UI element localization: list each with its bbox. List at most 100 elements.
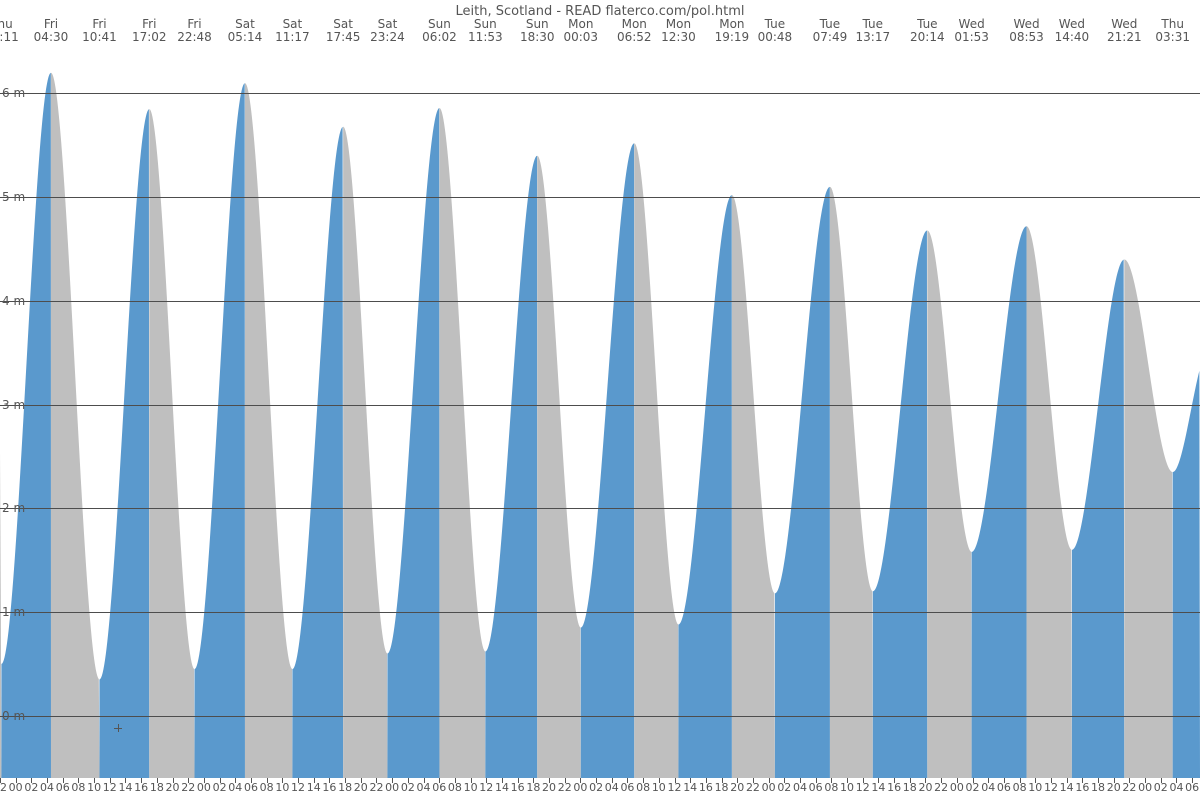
x-tick-label: 18 [903,781,917,794]
x-tick-label: 12 [479,781,493,794]
y-tick-label: 3 m [2,398,25,412]
tide-segment [195,83,245,778]
x-tick-label: 14 [495,781,509,794]
x-tick-label: 16 [887,781,901,794]
tide-segment [927,230,971,778]
x-tick-label: 16 [134,781,148,794]
gridline [0,508,1200,509]
x-tick-label: 02 [966,781,980,794]
x-tick-label: 22 [934,781,948,794]
x-tick-label: 18 [526,781,540,794]
x-tick-label: 06 [997,781,1011,794]
x-tick-label: 02 [401,781,415,794]
tide-segment [485,156,537,778]
x-tick-label: 20 [918,781,932,794]
tide-segment [439,108,485,778]
tide-segment [1173,371,1200,778]
x-tick-label: 00 [950,781,964,794]
tide-segment [387,108,439,778]
x-tick-label: 02 [213,781,227,794]
x-tick-label: 16 [322,781,336,794]
x-tick-label: 12 [103,781,117,794]
tide-segment [292,127,343,778]
y-tick-label: 5 m [2,190,25,204]
x-tick-label: 06 [244,781,258,794]
x-tick-label: 04 [793,781,807,794]
gridline [0,301,1200,302]
x-tick-label: 16 [511,781,525,794]
x-tick-label: 22 [369,781,383,794]
gridline [0,93,1200,94]
x-tick-label: 04 [40,781,54,794]
x-tick-label: 22 [0,781,7,794]
tide-segment [149,109,194,778]
tide-chart: Leith, Scotland - READ flaterco.com/pol.… [0,0,1200,800]
tide-segment [343,127,387,778]
tide-segment [1027,226,1072,778]
x-tick-label: 22 [1122,781,1136,794]
x-tick-label: 12 [856,781,870,794]
x-tick-label: 06 [56,781,70,794]
x-tick-label: 00 [1138,781,1152,794]
tide-segment [51,73,99,778]
x-tick-label: 02 [24,781,38,794]
tide-segment [581,143,634,778]
tide-segment [830,187,873,778]
y-tick-label: 6 m [2,86,25,100]
x-tick-label: 12 [668,781,682,794]
tide-segment [99,109,149,778]
y-tick-label: 1 m [2,605,25,619]
x-tick-label: 04 [981,781,995,794]
x-tick-label: 00 [385,781,399,794]
x-tick-label: 14 [118,781,132,794]
x-tick-label: 10 [275,781,289,794]
x-tick-label: 04 [417,781,431,794]
x-tick-label: 20 [542,781,556,794]
tide-segment [1124,259,1172,778]
x-tick-label: 20 [1107,781,1121,794]
tide-segment [678,195,731,778]
x-tick-label: 06 [432,781,446,794]
x-tick-label: 00 [762,781,776,794]
x-tick-label: 06 [620,781,634,794]
x-tick-label: 08 [1013,781,1027,794]
x-tick-label: 08 [636,781,650,794]
gridline [0,612,1200,613]
x-tick-label: 18 [338,781,352,794]
x-tick-label: 20 [354,781,368,794]
x-tick-label: 08 [448,781,462,794]
tide-segment [972,226,1027,778]
x-tick-label: 22 [746,781,760,794]
x-tick-label: 04 [228,781,242,794]
x-tick-label: 16 [699,781,713,794]
x-tick-label: 22 [181,781,195,794]
y-tick-label: 2 m [2,501,25,515]
x-tick-label: 02 [589,781,603,794]
x-tick-label: 12 [1044,781,1058,794]
x-tick-label: 10 [1028,781,1042,794]
x-tick-label: 18 [150,781,164,794]
x-tick-label: 06 [809,781,823,794]
y-tick-label: 4 m [2,294,25,308]
tide-segment [634,143,678,778]
crosshair [118,724,119,732]
x-tick-label: 04 [605,781,619,794]
x-tick-label: 18 [1091,781,1105,794]
tide-segment [732,195,775,778]
x-tick-label: 06 [1185,781,1199,794]
gridline [0,197,1200,198]
x-tick-label: 22 [558,781,572,794]
tide-series-svg [0,0,1200,800]
x-tick-label: 08 [71,781,85,794]
x-tick-label: 04 [1169,781,1183,794]
x-tick-label: 10 [840,781,854,794]
x-tick-label: 20 [730,781,744,794]
tide-segment [775,187,830,778]
gridline [0,405,1200,406]
x-tick-label: 12 [291,781,305,794]
x-tick-label: 00 [573,781,587,794]
x-tick-label: 10 [87,781,101,794]
x-tick-label: 18 [715,781,729,794]
x-tick-label: 14 [1060,781,1074,794]
tide-segment [873,230,928,778]
